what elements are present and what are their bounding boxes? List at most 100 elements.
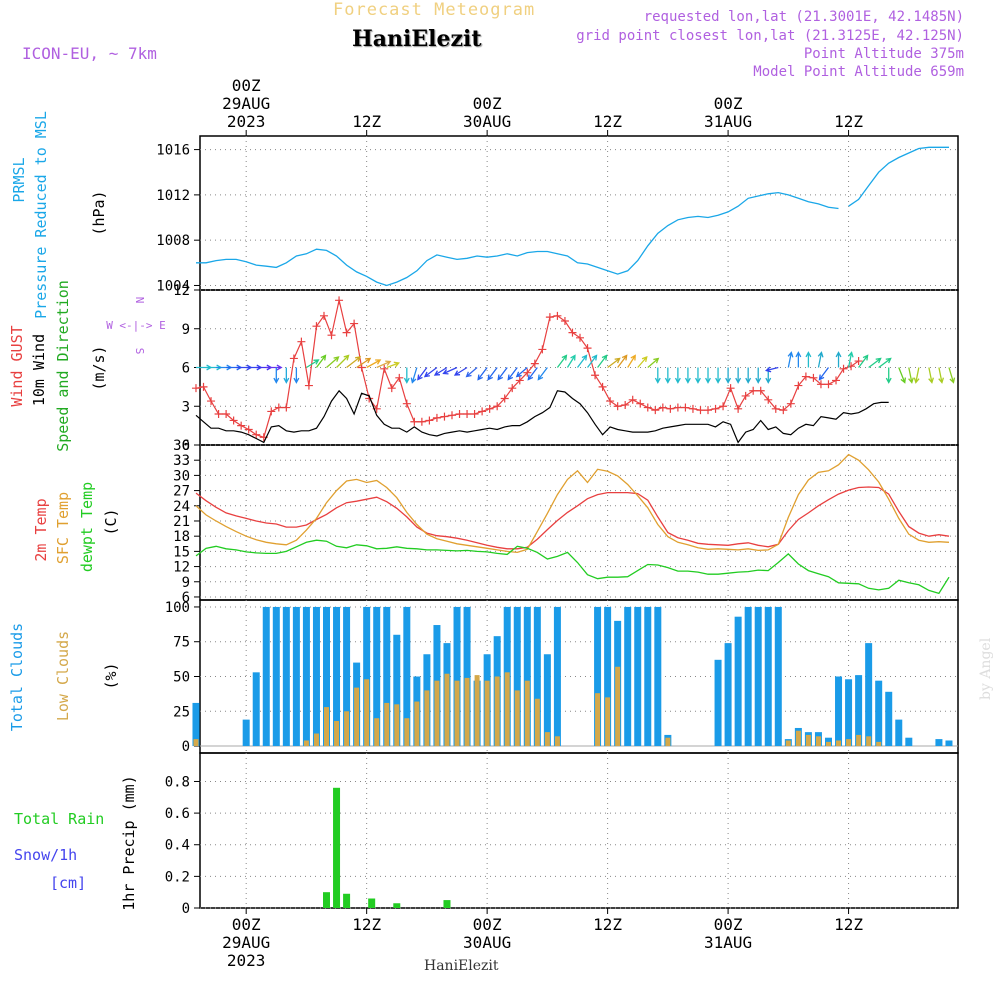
x-label-top: 31AUG <box>704 112 752 131</box>
gust-marker <box>447 411 456 420</box>
low-cloud-bar <box>404 718 410 747</box>
wind-direction-arrow <box>376 360 392 369</box>
low-cloud-bar <box>795 730 801 747</box>
x-label-top: 12Z <box>593 112 622 131</box>
compass-we: W <-|-> E <box>106 319 166 332</box>
low-cloud-bar <box>866 736 872 747</box>
low-cloud-bar <box>825 741 831 747</box>
wind-direction-arrow <box>306 359 320 369</box>
total-cloud-bar <box>905 737 913 747</box>
ylabel-sfc-temp: SFC Temp <box>54 492 72 564</box>
y-tick-label: 21 <box>173 514 190 530</box>
panel-frame-pressure <box>199 135 959 291</box>
gust-marker <box>756 386 765 395</box>
low-cloud-bar <box>846 739 852 747</box>
total-cloud-bar <box>373 606 381 747</box>
total-cloud-bar <box>764 606 772 747</box>
gust-marker <box>463 410 472 418</box>
total-cloud-bar <box>885 691 893 747</box>
total-cloud-bar <box>383 606 391 747</box>
gust-marker <box>711 404 720 413</box>
ylabel-percent: (%) <box>102 662 120 689</box>
gust-marker <box>432 413 441 422</box>
gust-marker <box>530 359 539 368</box>
total-cloud-bar <box>724 643 732 747</box>
gust-marker <box>621 400 630 409</box>
wind-direction-arrow <box>442 366 458 375</box>
y-tick-label: 100 <box>165 600 190 616</box>
gust-marker <box>440 412 449 421</box>
x-label-top: 00Z <box>714 94 743 113</box>
wind-direction-arrow <box>597 354 608 368</box>
y-tick-label: 18 <box>173 529 190 545</box>
ylabel-total-clouds: Total Clouds <box>8 623 26 731</box>
gust-marker <box>485 404 494 413</box>
location-title: HaniElezit <box>352 26 482 52</box>
low-cloud-bar <box>665 737 671 747</box>
total-cloud-bar <box>333 606 341 747</box>
wind-direction-arrow <box>576 354 588 368</box>
total-cloud-bar <box>835 676 843 747</box>
wind-direction-arrow <box>898 367 907 384</box>
gust-marker <box>816 380 825 389</box>
total-cloud-bar <box>744 606 752 747</box>
total-cloud-bar <box>282 606 290 747</box>
x-label-top: 12Z <box>834 112 863 131</box>
gust-marker <box>274 403 283 412</box>
gust-marker <box>237 421 246 430</box>
rain-bar <box>333 787 341 908</box>
gust-marker <box>628 395 637 404</box>
wind-direction-arrow <box>654 367 661 384</box>
rain-bar <box>343 893 351 908</box>
wind-direction-arrow <box>283 367 290 384</box>
x-label-bottom: 00Z <box>473 915 502 934</box>
y-tick-label: 1008 <box>156 233 190 249</box>
x-label-bottom: 12Z <box>352 915 381 934</box>
wind-direction-arrow <box>818 367 830 381</box>
compass-s: S <box>133 348 146 355</box>
low-cloud-bar <box>836 740 842 747</box>
total-cloud-bar <box>453 606 461 747</box>
gust-marker <box>538 345 547 354</box>
panel-frame-precipitation <box>199 752 959 909</box>
ylabel-2m-temp: 2m Temp <box>32 498 50 561</box>
x-label-top: 12Z <box>352 112 381 131</box>
gust-marker <box>500 394 509 403</box>
model-name: ICON-EU, ~ 7km <box>22 44 157 63</box>
y-tick-label: 9 <box>182 322 190 338</box>
dewpoint-line <box>195 539 950 595</box>
ylabel-speed-direction: Speed and Direction <box>54 280 72 452</box>
low-cloud-bar <box>805 734 811 747</box>
x-label-bottom: 12Z <box>593 915 622 934</box>
pressure-line-0 <box>196 191 839 287</box>
ylabel-dewpt-temp: dewpt Temp <box>78 482 96 572</box>
wind-direction-arrow <box>695 367 701 384</box>
gust-marker <box>764 395 773 404</box>
y-tick-label: 30 <box>173 468 190 484</box>
gust-marker <box>734 404 743 413</box>
total-cloud-bar <box>714 659 722 747</box>
low-cloud-bar <box>384 702 390 747</box>
gust-marker <box>380 364 389 373</box>
gust-marker <box>493 402 502 411</box>
wind-direction-arrow <box>566 354 576 368</box>
wind-direction-arrow <box>366 359 382 369</box>
wind-direction-arrow <box>617 354 628 368</box>
gust-marker <box>199 382 208 391</box>
wind-direction-arrow <box>787 351 794 368</box>
rain-bar <box>368 898 376 908</box>
y-tick-label: 33 <box>173 453 190 469</box>
gust-marker <box>342 328 351 337</box>
gust-marker <box>395 373 404 382</box>
x-label-bottom: 12Z <box>834 915 863 934</box>
compass-n: N <box>133 297 146 304</box>
panel-frame-wind <box>199 289 959 446</box>
gust-marker <box>583 344 592 353</box>
gust-marker <box>207 397 216 406</box>
wind-direction-arrow <box>607 357 621 369</box>
low-cloud-bar <box>303 740 309 747</box>
gust-marker <box>613 402 622 411</box>
ylabel-10m-wind: 10m Wind <box>30 334 48 406</box>
wind-direction-arrow <box>928 367 934 384</box>
gust-marker <box>515 376 524 385</box>
